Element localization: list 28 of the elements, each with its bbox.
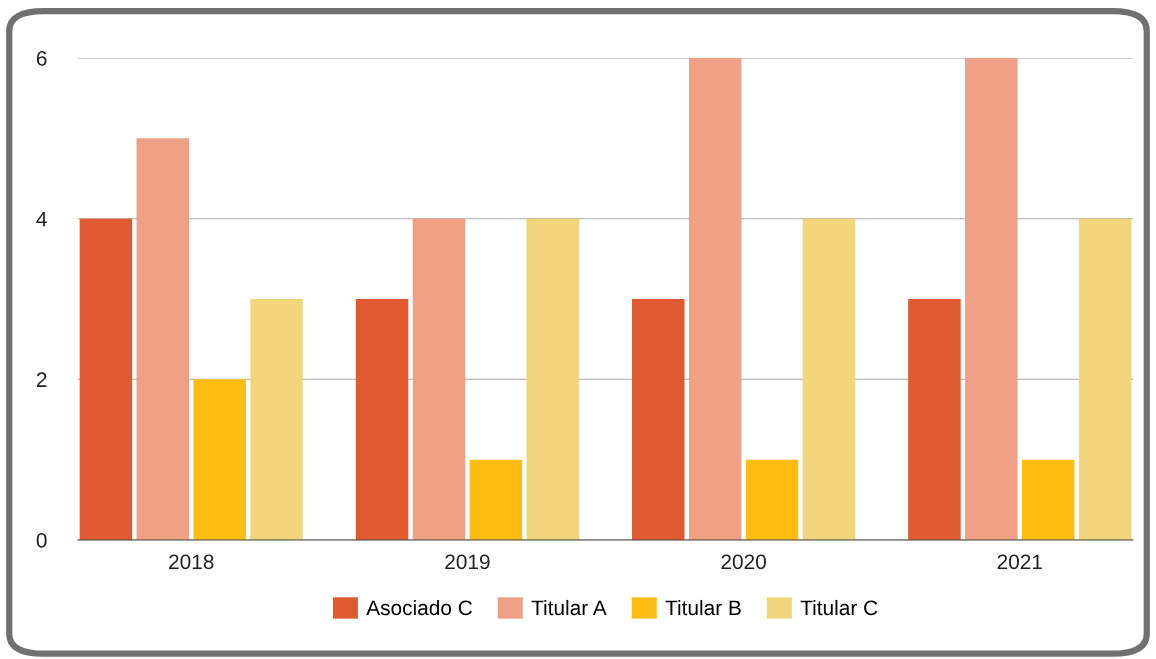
x-tick-label: 2021 [997,554,1042,570]
bar [908,299,961,540]
bar [965,58,1018,540]
bar [79,218,133,540]
legend-label: Asociado C [366,599,472,616]
y-tick-label: 2 [36,372,47,387]
bar [250,299,303,540]
legend-label: Titular A [531,599,607,616]
bar [526,218,579,540]
y-tick-label: 6 [36,51,47,66]
bar [745,459,799,540]
x-tick-label: 2018 [169,554,214,570]
bar [1021,459,1075,540]
legend-label: Titular C [800,599,878,616]
bar [136,138,190,540]
bar [802,218,856,540]
y-tick-label: 0 [36,533,47,548]
x-tick-label: 2019 [445,554,490,570]
bar [632,299,685,540]
bar [1078,218,1132,540]
bar [355,299,409,540]
bar [412,218,466,540]
bar [469,459,523,540]
y-tick-label: 4 [36,211,47,227]
bar [193,379,246,540]
bar [688,58,742,540]
x-tick-label: 2020 [721,554,766,570]
legend-label: Titular B [665,599,741,616]
